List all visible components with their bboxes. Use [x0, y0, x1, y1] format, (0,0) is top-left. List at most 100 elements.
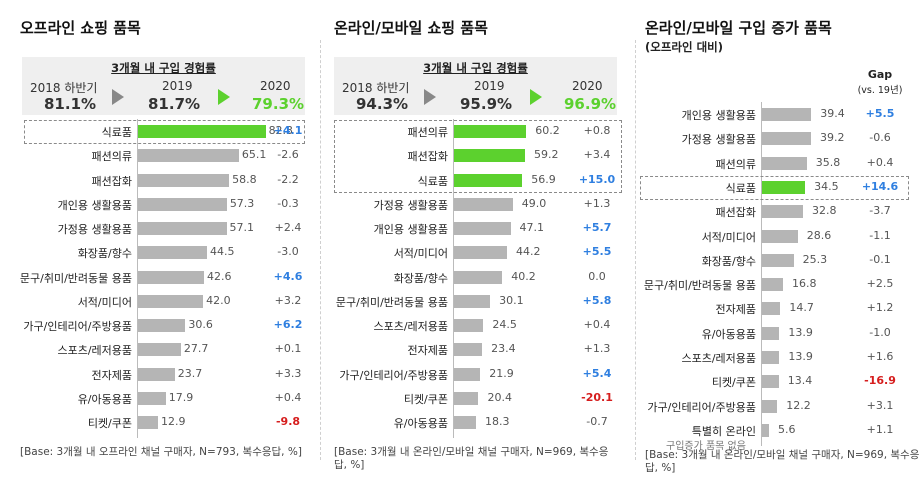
category-label: 문구/취미/반려동물 용품 [19, 271, 132, 285]
gap-label: +3.2 [274, 293, 302, 307]
data-label: 30.1 [499, 293, 524, 307]
category-label: 유/아동용품 [77, 392, 132, 406]
category-label: 스포츠/레저용품 [373, 320, 448, 333]
category-label: 스포츠/레저용품 [57, 344, 132, 358]
gap-label: +1.3 [583, 196, 611, 210]
data-label: 60.2 [535, 124, 560, 137]
data-label: 58.8 [232, 172, 257, 186]
category-label: 티켓/쿠폰 [403, 392, 448, 406]
category-label: 서적/미디어 [77, 295, 132, 309]
period-label: 2018 하반기 [342, 81, 410, 95]
bar [762, 205, 803, 219]
data-label: 39.4 [820, 107, 845, 120]
category-label: 서적/미디어 [701, 230, 756, 244]
base-note: [Base: 3개월 내 온라인/모바일 채널 구매자, N=969, 복수응답… [334, 446, 609, 471]
bar [138, 125, 266, 138]
category-label: 전자제품 [715, 303, 756, 317]
category-label: 개인용 생활용품 [681, 109, 756, 122]
gap-label: +4.6 [273, 269, 303, 283]
category-label: 문구/취미/반려동물 용품 [643, 279, 756, 293]
bar [454, 270, 503, 284]
bar [138, 246, 207, 260]
panel1-title: 오프라인 쇼핑 품목 [20, 19, 141, 37]
data-label: 18.3 [484, 415, 510, 428]
category-label: 식료품 [101, 126, 132, 139]
data-label: 24.5 [492, 318, 517, 331]
category-label: 개인용 생활용품 [57, 198, 132, 212]
period-value: 81.1% [44, 95, 97, 113]
bar [138, 391, 166, 405]
bar [138, 173, 230, 187]
period-value: 95.9% [460, 95, 513, 113]
bar [762, 229, 798, 243]
category-label: 화장품/향수 [393, 271, 448, 285]
bar [454, 246, 508, 260]
bar [138, 270, 205, 284]
data-label: 57.1 [229, 221, 255, 234]
data-label: 42.0 [206, 293, 231, 307]
gap-label: -2.6 [277, 148, 299, 162]
gap-label: -9.8 [275, 415, 301, 428]
gap-label: +3.1 [866, 398, 894, 412]
bar [454, 149, 526, 163]
bar [454, 343, 483, 357]
bar [762, 375, 779, 389]
gap-label: -1.1 [869, 228, 891, 242]
category-label: 유/아동용품 [701, 327, 756, 341]
data-label: 12.9 [160, 415, 186, 428]
highlight-box [640, 175, 909, 201]
gap-label: 0.0 [588, 269, 606, 283]
gap-label: +0.8 [583, 124, 611, 137]
gap-label: +0.4 [583, 318, 611, 331]
data-label: 56.9 [531, 172, 556, 186]
gap-label: +5.8 [582, 293, 612, 307]
gap-label: +14.6 [861, 179, 899, 193]
category-label: 식료품 [725, 181, 756, 195]
category-label: 가구/인테리어/주방용품 [647, 400, 756, 414]
gap-label: +5.7 [582, 221, 612, 234]
category-label: 패션의류 [91, 150, 132, 164]
category-label: 패션잡화 [407, 150, 448, 164]
gap-label: +1.3 [583, 342, 611, 356]
data-label: 49.0 [521, 196, 547, 210]
gap-label: +6.2 [273, 318, 303, 331]
arrow-right-icon [218, 89, 230, 105]
category-label: 패션잡화 [91, 174, 132, 188]
data-label: 32.8 [812, 204, 837, 218]
chart-axis-line [453, 119, 454, 439]
no-increase-note: 구입증가 품목 없음 [666, 441, 746, 452]
chart-axis-line [137, 119, 138, 439]
panel2-title: 온라인/모바일 쇼핑 품목 [334, 19, 488, 37]
category-label: 가구/인테리어/주방용품 [339, 368, 448, 382]
gap-label: +5.4 [582, 366, 612, 380]
gap-label: +3.4 [583, 148, 611, 162]
gap-label: +0.4 [274, 390, 302, 404]
category-label: 문구/취미/반려동물 용품 [335, 295, 448, 309]
data-label: 35.8 [815, 155, 841, 169]
bar [454, 416, 476, 429]
base-note: [Base: 3개월 내 온라인/모바일 채널 구매자, N=969, 복수응답… [645, 449, 920, 474]
category-label: 패션잡화 [715, 206, 756, 220]
gap-label: +2.4 [274, 221, 302, 234]
bar [454, 367, 481, 381]
period-label: 2019 [474, 79, 505, 93]
summary-title: 3개월 내 구입 경험률 [423, 61, 528, 75]
bar [454, 294, 491, 308]
period-value: 96.9% [564, 95, 617, 113]
bar [454, 319, 484, 332]
summary-title: 3개월 내 구입 경험률 [111, 61, 216, 75]
gap-label: -0.1 [869, 252, 891, 266]
category-label: 화장품/향수 [77, 247, 132, 261]
data-label: 23.4 [491, 342, 516, 356]
category-label: 개인용 생활용품 [373, 223, 448, 236]
period-label: 2020 [260, 79, 291, 93]
bar [138, 149, 239, 163]
gap-label: -1.0 [869, 325, 891, 339]
bar [454, 222, 511, 235]
bar [138, 343, 181, 357]
bar [454, 125, 527, 138]
bar [762, 302, 781, 316]
arrow-right-icon [424, 89, 436, 105]
category-label: 화장품/향수 [701, 254, 756, 268]
data-label: 42.6 [207, 269, 232, 283]
